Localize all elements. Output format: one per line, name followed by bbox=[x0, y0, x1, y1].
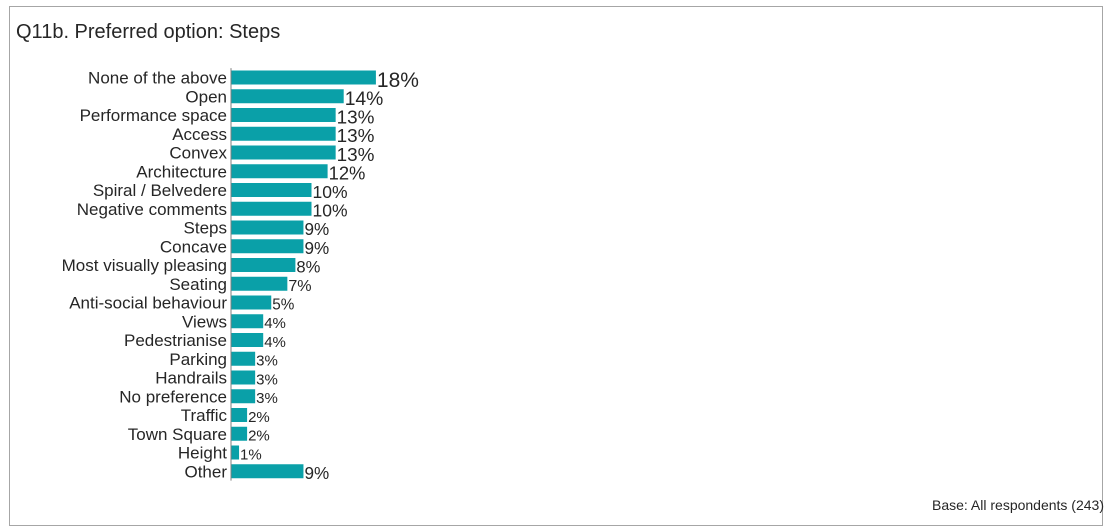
value-label-open: 14% bbox=[345, 89, 384, 110]
value-label-handrails: 3% bbox=[256, 371, 278, 388]
value-label-architecture: 12% bbox=[329, 163, 366, 184]
category-label-architecture: Architecture bbox=[136, 162, 227, 181]
bar-other bbox=[231, 464, 304, 479]
category-label-negative-comments: Negative comments bbox=[77, 200, 227, 219]
bar-open bbox=[231, 89, 344, 104]
bar-town-square bbox=[231, 426, 248, 441]
category-label-concave: Concave bbox=[160, 237, 227, 256]
bar-access bbox=[231, 126, 336, 141]
chart-frame bbox=[9, 6, 1103, 526]
category-label-pedestrianise: Pedestrianise bbox=[124, 331, 227, 350]
bar-most-visually-pleasing bbox=[231, 258, 296, 272]
value-label-height: 1% bbox=[240, 446, 262, 463]
base-footnote: Base: All respondents (243) bbox=[932, 497, 1104, 513]
value-label-seating: 7% bbox=[288, 277, 311, 295]
value-label-access: 13% bbox=[337, 126, 375, 147]
bar-convex bbox=[231, 145, 336, 160]
bar-negative-comments bbox=[231, 201, 312, 216]
category-label-parking: Parking bbox=[169, 350, 227, 369]
value-label-most-visually-pleasing: 8% bbox=[296, 257, 320, 276]
bar-spiral-belvedere bbox=[231, 183, 312, 197]
category-label-height: Height bbox=[178, 444, 227, 463]
category-label-handrails: Handrails bbox=[155, 369, 227, 388]
category-label-most-visually-pleasing: Most visually pleasing bbox=[62, 256, 227, 275]
category-label-performance-space: Performance space bbox=[80, 106, 227, 125]
value-label-spiral-belvedere: 10% bbox=[313, 182, 348, 202]
bar-performance-space bbox=[231, 108, 336, 122]
category-label-spiral-belvedere: Spiral / Belvedere bbox=[93, 181, 227, 200]
value-labels-group: 18%14%13%13%13%12%10%10%9%9%8%7%5%4%4%3%… bbox=[240, 69, 419, 483]
bar-seating bbox=[231, 276, 288, 291]
value-label-views: 4% bbox=[264, 315, 286, 332]
value-label-no-preference: 3% bbox=[256, 390, 278, 407]
bar-no-preference bbox=[231, 389, 256, 404]
bar-none-of-the-above bbox=[231, 70, 376, 85]
value-label-steps: 9% bbox=[304, 220, 329, 239]
value-label-convex: 13% bbox=[337, 145, 375, 166]
value-label-traffic: 2% bbox=[248, 409, 270, 426]
bar-concave bbox=[231, 239, 304, 254]
category-label-anti-social-behaviour: Anti-social behaviour bbox=[69, 294, 227, 313]
category-label-views: Views bbox=[182, 312, 227, 331]
category-label-seating: Seating bbox=[169, 275, 227, 294]
category-label-traffic: Traffic bbox=[181, 406, 228, 425]
value-label-anti-social-behaviour: 5% bbox=[272, 296, 295, 313]
bar-views bbox=[231, 314, 264, 329]
category-label-other: Other bbox=[184, 462, 227, 481]
bar-architecture bbox=[231, 164, 328, 179]
chart-title: Q11b. Preferred option: Steps bbox=[16, 21, 281, 43]
value-label-pedestrianise: 4% bbox=[264, 334, 286, 351]
bar-traffic bbox=[231, 408, 248, 422]
value-label-none-of-the-above: 18% bbox=[377, 69, 419, 92]
category-label-convex: Convex bbox=[169, 144, 227, 163]
category-label-no-preference: No preference bbox=[119, 387, 227, 406]
bar-pedestrianise bbox=[231, 333, 264, 347]
value-label-negative-comments: 10% bbox=[313, 201, 348, 221]
bars-group bbox=[231, 70, 376, 479]
category-label-access: Access bbox=[172, 125, 227, 144]
bar-height bbox=[231, 445, 240, 460]
bar-steps bbox=[231, 220, 304, 235]
value-label-parking: 3% bbox=[256, 353, 278, 370]
category-label-none-of-the-above: None of the above bbox=[88, 69, 227, 88]
value-label-other: 9% bbox=[304, 464, 329, 483]
bar-parking bbox=[231, 351, 256, 366]
category-label-open: Open bbox=[185, 87, 227, 106]
bar-handrails bbox=[231, 370, 256, 385]
value-label-performance-space: 13% bbox=[337, 107, 375, 128]
value-label-town-square: 2% bbox=[248, 428, 270, 445]
value-label-concave: 9% bbox=[304, 239, 329, 258]
bar-anti-social-behaviour bbox=[231, 295, 272, 310]
category-label-steps: Steps bbox=[184, 219, 227, 238]
category-label-town-square: Town Square bbox=[128, 425, 227, 444]
